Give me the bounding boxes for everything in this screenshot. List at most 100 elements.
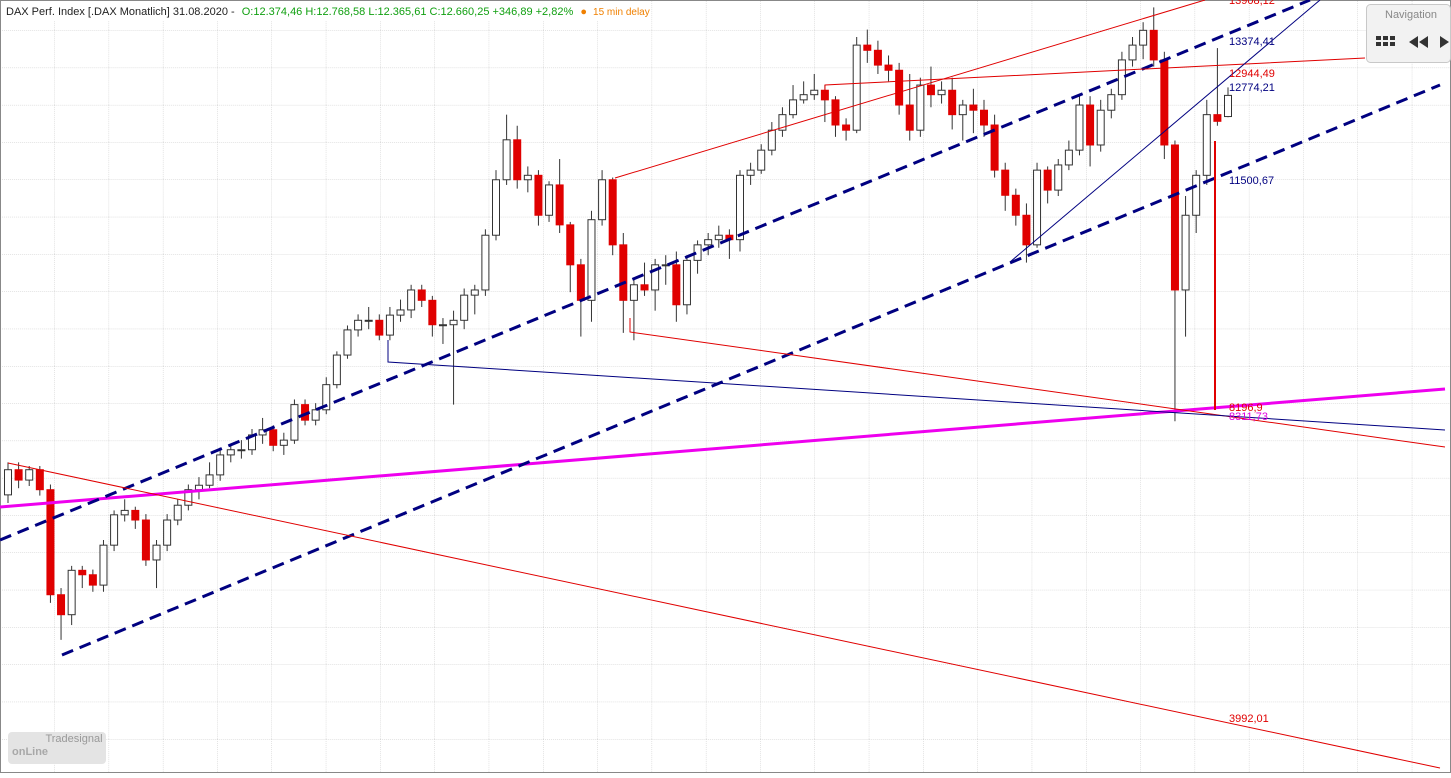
candle-body xyxy=(948,89,957,116)
candle-body xyxy=(576,264,585,301)
trend-line xyxy=(61,83,1441,657)
level-label: 8196,9 xyxy=(1229,402,1263,414)
candle-body xyxy=(1149,29,1158,61)
trend-line xyxy=(0,0,1311,542)
candle-body xyxy=(438,324,447,327)
candle-body xyxy=(884,64,893,71)
candle-body xyxy=(1160,59,1169,146)
candle-body xyxy=(980,109,988,126)
delay-bullet: ● xyxy=(580,6,587,18)
candle-body xyxy=(120,509,129,516)
candle-body xyxy=(608,179,617,246)
candle-body xyxy=(322,384,331,411)
candle-body xyxy=(566,224,575,266)
forward-button[interactable] xyxy=(1440,36,1449,48)
candle-body xyxy=(25,469,34,481)
candle-body xyxy=(1107,94,1116,111)
candle-body xyxy=(492,179,500,236)
candle-body xyxy=(640,284,649,291)
level-label: 12944,49 xyxy=(1229,68,1275,80)
candle-body xyxy=(269,429,278,446)
candle-body xyxy=(958,104,967,116)
header-text: DAX Perf. Index [.DAX Monatlich] 31.08.2… xyxy=(6,6,650,18)
candle-body xyxy=(555,184,564,226)
candle-body xyxy=(354,319,363,331)
candle-body xyxy=(375,319,384,336)
candle-body xyxy=(1192,174,1201,216)
candle-body xyxy=(1181,214,1190,291)
candle-body xyxy=(1096,109,1105,146)
candle-body xyxy=(736,174,744,241)
candle-body xyxy=(290,404,299,441)
trend-line xyxy=(629,318,1446,448)
candle-body xyxy=(863,44,872,51)
candle-body xyxy=(258,429,267,436)
delay: 15 min delay xyxy=(593,7,650,18)
candle-body xyxy=(789,99,798,116)
candle-body xyxy=(926,84,935,96)
candle-body xyxy=(99,544,108,586)
logo-small: Tradesignal xyxy=(45,733,102,745)
candle-body xyxy=(4,469,12,496)
candle-body xyxy=(35,469,44,491)
candle-body xyxy=(1022,214,1031,246)
candle-body xyxy=(237,449,246,452)
candle-body xyxy=(67,569,76,616)
candle-body xyxy=(1117,59,1126,96)
candle-body xyxy=(895,69,904,106)
candle-body xyxy=(916,84,925,131)
navigation-label: Navigation xyxy=(1385,9,1437,21)
candle-body xyxy=(407,289,416,311)
trend-line xyxy=(614,0,1206,179)
trend-line xyxy=(387,340,1446,431)
candle-body xyxy=(534,174,543,216)
rewind-button[interactable] xyxy=(1409,36,1428,48)
candle-body xyxy=(110,514,119,546)
trend-line xyxy=(0,387,1446,509)
candle-body xyxy=(449,319,458,326)
candle-body xyxy=(1064,149,1073,166)
candle-body xyxy=(78,569,87,576)
candle-body xyxy=(1033,169,1042,246)
candle-body xyxy=(184,489,193,506)
candle-body xyxy=(216,454,225,476)
candle-body xyxy=(152,544,161,561)
candle-body xyxy=(810,89,819,96)
candle-body xyxy=(131,509,140,521)
trend-line xyxy=(1009,0,1321,263)
candle-body xyxy=(545,184,554,216)
candle-body xyxy=(523,174,532,181)
candle-body xyxy=(470,289,479,296)
candle-body xyxy=(746,169,755,176)
trend-line xyxy=(824,57,1366,100)
candle-body xyxy=(852,44,861,131)
level-labels: 13908,12 13374,41 12944,49 12774,21 11500,67… xyxy=(1229,0,1275,725)
candle-body xyxy=(937,89,946,96)
logo-bg xyxy=(8,732,106,764)
level-label: 3992,01 xyxy=(1229,713,1269,725)
candle-body xyxy=(1139,29,1148,46)
candle-body xyxy=(14,469,23,481)
candle-body xyxy=(714,234,723,241)
grid-button[interactable] xyxy=(1376,36,1395,46)
candle-body xyxy=(481,234,490,291)
candles xyxy=(4,7,1232,640)
candle-body xyxy=(1202,114,1211,176)
candle-body xyxy=(990,124,999,171)
candle-body xyxy=(1086,104,1095,146)
candle-body xyxy=(205,474,214,486)
candle-body xyxy=(460,294,469,321)
level-label: 13374,41 xyxy=(1229,36,1275,48)
candle-body xyxy=(279,439,288,446)
candle-body xyxy=(513,139,522,181)
logo-big: onLine xyxy=(12,746,48,758)
candle-body xyxy=(1128,44,1137,61)
candle-body xyxy=(1054,164,1063,191)
candle-body xyxy=(173,504,182,521)
candle-body xyxy=(364,319,373,322)
candle-body xyxy=(385,314,394,336)
candle-body xyxy=(778,114,787,131)
